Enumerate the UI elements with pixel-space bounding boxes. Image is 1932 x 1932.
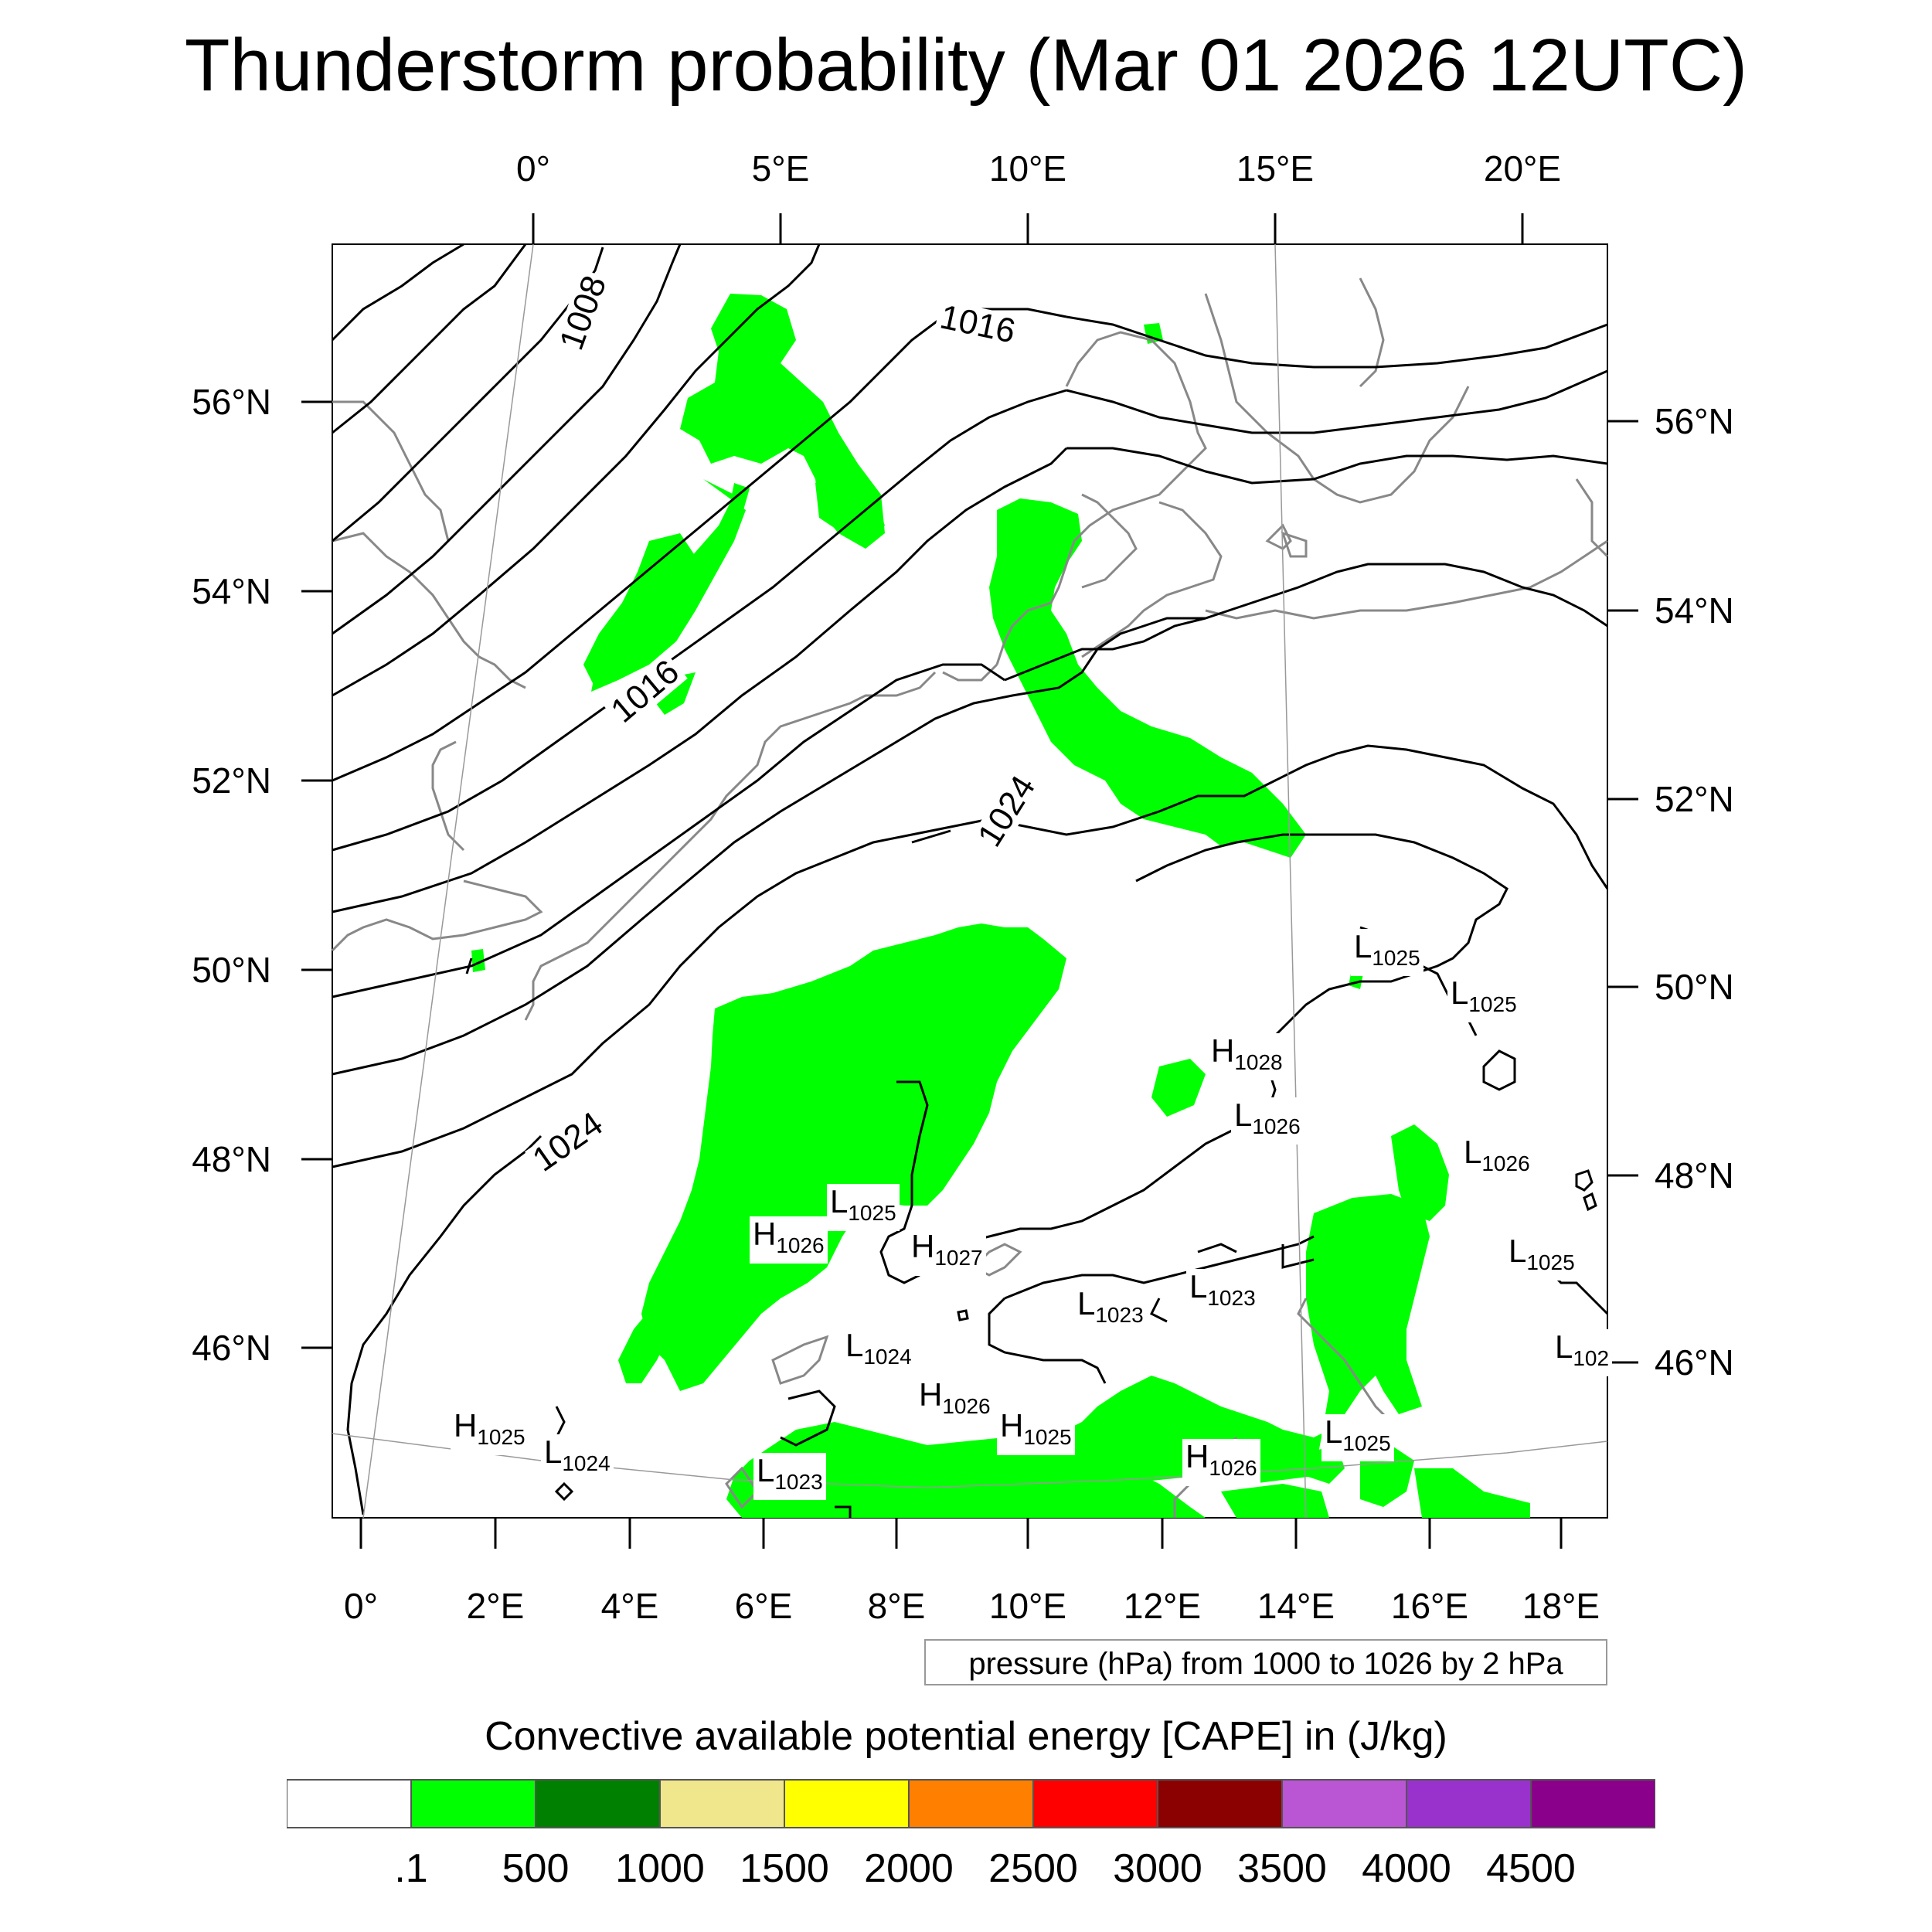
- left-tick-label: 48°N: [192, 1139, 271, 1179]
- legend-swatch: [660, 1779, 784, 1828]
- legend-label: 1500: [740, 1846, 829, 1891]
- right-tick-label: 54°N: [1655, 590, 1734, 631]
- legend-label: 3500: [1237, 1846, 1327, 1891]
- pressure-center-label: H1027: [908, 1229, 986, 1276]
- legend-swatch: [411, 1779, 536, 1828]
- pressure-center-label: L1025: [827, 1184, 900, 1231]
- legend-label: 500: [502, 1846, 570, 1891]
- left-tick-label: 46°N: [192, 1328, 271, 1368]
- pressure-center-label: H1026: [750, 1216, 828, 1264]
- bottom-tick-label: 14°E: [1257, 1586, 1335, 1626]
- legend-label: 2000: [864, 1846, 954, 1891]
- top-tick-label: 20°E: [1483, 148, 1562, 189]
- legend-swatch: [1406, 1779, 1531, 1828]
- tick-marks: [301, 213, 1638, 1549]
- right-tick-label: 48°N: [1655, 1155, 1734, 1196]
- bottom-tick-label: 16°E: [1390, 1586, 1469, 1626]
- legend-label: 4000: [1362, 1846, 1451, 1891]
- right-tick-label: 46°N: [1655, 1342, 1734, 1383]
- legend-swatch: [1033, 1779, 1158, 1828]
- legend-swatch: [287, 1779, 411, 1828]
- pressure-center-label: H1026: [916, 1377, 994, 1424]
- pressure-center-label: L1025: [1505, 1233, 1578, 1281]
- bottom-tick-label: 8°E: [867, 1586, 926, 1626]
- chart-title: Thunderstorm probability (Mar 01 2026 12…: [184, 24, 1748, 107]
- legend-label: .1: [394, 1846, 428, 1891]
- color-legend: [287, 1779, 1655, 1828]
- top-tick-label: 10°E: [988, 148, 1067, 189]
- legend-swatch: [536, 1779, 660, 1828]
- contour-info-box: pressure (hPa) from 1000 to 1026 by 2 hP…: [924, 1639, 1607, 1685]
- bottom-tick-label: 0°: [344, 1586, 378, 1626]
- top-tick-label: 15°E: [1236, 148, 1315, 189]
- pressure-center-label: L1023: [1074, 1286, 1147, 1333]
- isobars: [331, 243, 1609, 1518]
- bottom-tick-label: 18°E: [1522, 1586, 1600, 1626]
- pressure-center-label: L1024: [541, 1434, 614, 1481]
- pressure-center-label: L1023: [753, 1453, 826, 1500]
- left-tick-label: 56°N: [192, 382, 271, 422]
- legend-swatch: [784, 1779, 909, 1828]
- bottom-tick-label: 12°E: [1123, 1586, 1202, 1626]
- pressure-center-label: L1023: [1186, 1269, 1259, 1316]
- right-tick-label: 56°N: [1655, 401, 1734, 441]
- pressure-center-label: L1025: [1351, 929, 1423, 976]
- legend-label: 1000: [615, 1846, 705, 1891]
- pressure-center-label: L1025: [1447, 975, 1520, 1022]
- pressure-center-label: L102: [1552, 1329, 1613, 1376]
- top-tick-label: 5°E: [751, 148, 810, 189]
- bottom-tick-label: 2°E: [466, 1586, 525, 1626]
- bottom-tick-label: 4°E: [600, 1586, 659, 1626]
- pressure-center-label: L1026: [1231, 1097, 1304, 1145]
- left-tick-label: 54°N: [192, 571, 271, 611]
- cape-areas: [471, 294, 1530, 1518]
- pressure-center-label: H1026: [1182, 1439, 1260, 1486]
- legend-swatch: [1158, 1779, 1282, 1828]
- pressure-center-label: L1026: [1461, 1134, 1533, 1182]
- pressure-center-label: L1025: [1321, 1414, 1394, 1461]
- right-tick-label: 50°N: [1655, 967, 1734, 1007]
- map-frame: [332, 243, 1608, 1519]
- legend-label: 4500: [1486, 1846, 1576, 1891]
- pressure-center-label: L1024: [842, 1328, 915, 1375]
- left-tick-label: 52°N: [192, 760, 271, 801]
- legend-title: Convective available potential energy [C…: [485, 1714, 1447, 1759]
- pressure-center-label: H1025: [997, 1408, 1075, 1455]
- coastlines: [331, 277, 1609, 1518]
- legend-swatch: [909, 1779, 1033, 1828]
- left-tick-label: 50°N: [192, 950, 271, 990]
- pressure-center-label: H1025: [451, 1408, 529, 1455]
- bottom-tick-label: 6°E: [734, 1586, 793, 1626]
- right-tick-label: 52°N: [1655, 779, 1734, 819]
- legend-label: 2500: [988, 1846, 1078, 1891]
- pressure-center-label: H1028: [1208, 1033, 1286, 1080]
- top-tick-label: 0°: [516, 148, 550, 189]
- legend-swatch: [1531, 1779, 1655, 1828]
- legend-label: 3000: [1113, 1846, 1202, 1891]
- legend-swatch: [1282, 1779, 1406, 1828]
- bottom-tick-label: 10°E: [988, 1586, 1067, 1626]
